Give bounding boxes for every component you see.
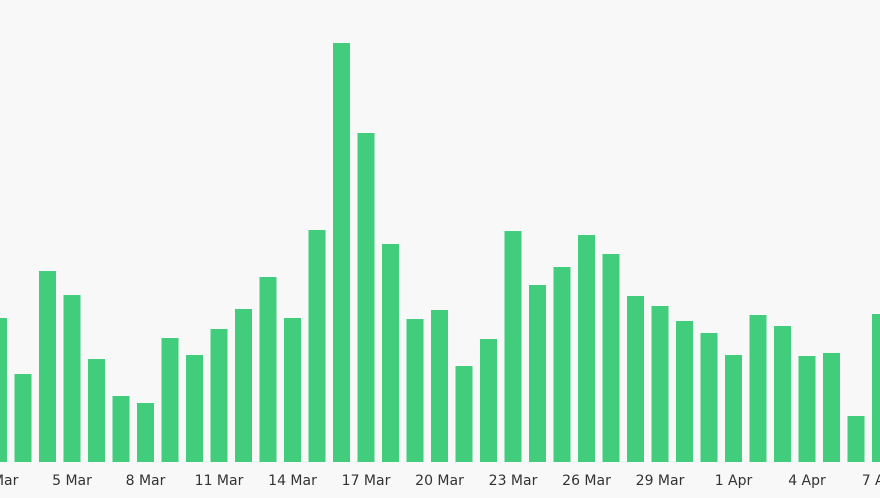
bar — [627, 296, 644, 462]
x-tick-label: 1 Apr — [715, 473, 753, 489]
bar — [308, 230, 326, 462]
x-tick-label: 4 Apr — [788, 473, 826, 489]
bar — [798, 356, 816, 462]
bar — [578, 235, 595, 462]
bar — [455, 366, 473, 462]
bar — [774, 326, 791, 462]
bar — [112, 396, 130, 462]
bar — [504, 231, 522, 462]
bar — [553, 267, 571, 462]
x-tick-label: 20 Mar — [415, 473, 464, 489]
x-tick-label: 2 Mar — [0, 473, 19, 489]
bar — [259, 277, 277, 462]
bar — [186, 355, 203, 462]
bar — [137, 403, 154, 462]
bar — [651, 306, 669, 462]
x-tick-label: 5 Mar — [52, 473, 92, 489]
bar — [333, 43, 350, 462]
bar — [357, 133, 375, 462]
bar — [529, 285, 546, 462]
bar — [88, 359, 105, 462]
x-tick-label: 23 Mar — [489, 473, 538, 489]
bar — [749, 315, 767, 462]
x-tick-label: 29 Mar — [636, 473, 685, 489]
bar — [847, 416, 865, 462]
bar — [39, 271, 56, 462]
x-tick-label: 8 Mar — [126, 473, 166, 489]
bar — [284, 318, 301, 462]
x-tick-label: 26 Mar — [562, 473, 611, 489]
bar — [161, 338, 179, 462]
bar — [14, 374, 32, 462]
bar — [0, 318, 7, 462]
bar — [431, 310, 448, 462]
x-tick-label: 17 Mar — [342, 473, 391, 489]
x-tick-label: 11 Mar — [195, 473, 244, 489]
bar — [602, 254, 620, 462]
bar — [872, 314, 880, 462]
bar — [210, 329, 228, 462]
x-tick-label: 7 Apr — [862, 473, 880, 489]
bar — [235, 309, 252, 462]
bar — [382, 244, 399, 462]
bar — [676, 321, 693, 462]
bar — [480, 339, 497, 462]
bar — [63, 295, 81, 462]
bar — [823, 353, 840, 462]
bar — [406, 319, 424, 462]
bar — [700, 333, 718, 462]
x-tick-label: 14 Mar — [268, 473, 317, 489]
bar — [725, 355, 742, 462]
